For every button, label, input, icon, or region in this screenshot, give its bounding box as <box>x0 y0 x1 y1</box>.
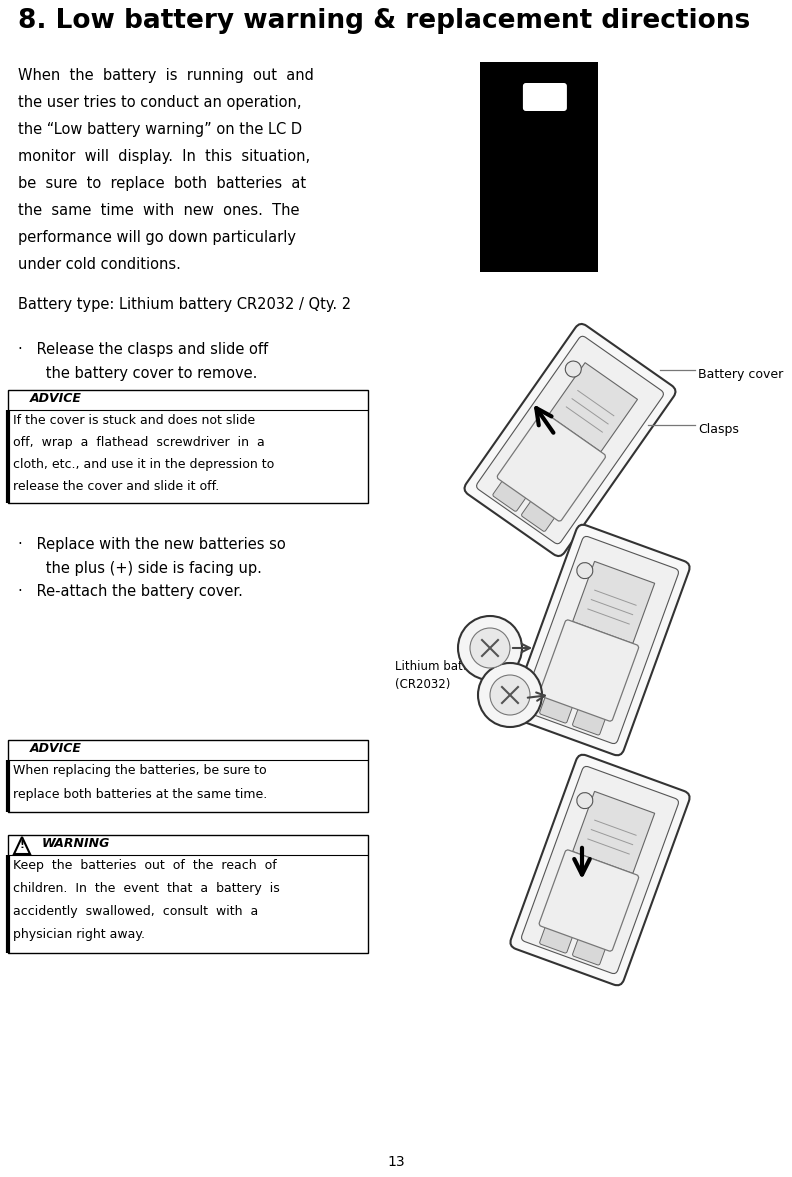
Text: off,  wrap  a  flathead  screwdriver  in  a: off, wrap a flathead screwdriver in a <box>13 435 265 448</box>
Circle shape <box>478 663 542 727</box>
Polygon shape <box>14 837 30 855</box>
Text: physician right away.: physician right away. <box>13 927 145 940</box>
Text: 8. Low battery warning & replacement directions: 8. Low battery warning & replacement dir… <box>18 8 750 34</box>
Text: Battery cover: Battery cover <box>698 368 783 381</box>
FancyBboxPatch shape <box>539 620 638 722</box>
FancyBboxPatch shape <box>497 412 606 521</box>
FancyBboxPatch shape <box>493 480 526 511</box>
Text: If the cover is stuck and does not slide: If the cover is stuck and does not slide <box>13 414 255 427</box>
Text: (CR2032): (CR2032) <box>395 678 451 691</box>
Text: When  the  battery  is  running  out  and: When the battery is running out and <box>18 68 314 84</box>
FancyBboxPatch shape <box>573 709 605 734</box>
FancyBboxPatch shape <box>8 834 368 953</box>
Text: When replacing the batteries, be sure to: When replacing the batteries, be sure to <box>13 764 267 777</box>
Text: children.  In  the  event  that  a  battery  is: children. In the event that a battery is <box>13 882 280 895</box>
Text: 13: 13 <box>387 1155 405 1169</box>
Circle shape <box>577 563 593 579</box>
Text: ·   Replace with the new batteries so: · Replace with the new batteries so <box>18 537 286 552</box>
FancyBboxPatch shape <box>539 850 638 951</box>
Text: replace both batteries at the same time.: replace both batteries at the same time. <box>13 787 267 802</box>
Text: ADVICE: ADVICE <box>30 392 82 405</box>
FancyBboxPatch shape <box>523 84 567 111</box>
FancyBboxPatch shape <box>477 337 664 544</box>
FancyBboxPatch shape <box>510 525 690 756</box>
FancyBboxPatch shape <box>464 324 676 556</box>
Text: the user tries to conduct an operation,: the user tries to conduct an operation, <box>18 95 302 109</box>
Circle shape <box>470 629 510 669</box>
Text: Lithium battery: Lithium battery <box>395 660 487 673</box>
Circle shape <box>490 674 530 714</box>
Circle shape <box>458 616 522 680</box>
FancyBboxPatch shape <box>573 561 655 644</box>
FancyBboxPatch shape <box>521 537 679 744</box>
Text: Clasps: Clasps <box>698 423 739 435</box>
Text: ·   Re-attach the battery cover.: · Re-attach the battery cover. <box>18 584 243 599</box>
FancyBboxPatch shape <box>8 390 368 503</box>
Text: ADVICE: ADVICE <box>30 742 82 754</box>
FancyBboxPatch shape <box>480 62 598 272</box>
Circle shape <box>565 361 581 377</box>
FancyBboxPatch shape <box>548 363 638 452</box>
FancyBboxPatch shape <box>539 697 573 723</box>
Text: monitor  will  display.  In  this  situation,: monitor will display. In this situation, <box>18 149 310 164</box>
Text: the battery cover to remove.: the battery cover to remove. <box>18 366 257 381</box>
Text: the  same  time  with  new  ones.  The: the same time with new ones. The <box>18 202 299 218</box>
Text: ·   Release the clasps and slide off: · Release the clasps and slide off <box>18 343 268 357</box>
Text: the “Low battery warning” on the LC D: the “Low battery warning” on the LC D <box>18 122 302 137</box>
Text: be  sure  to  replace  both  batteries  at: be sure to replace both batteries at <box>18 177 307 191</box>
FancyBboxPatch shape <box>8 740 368 812</box>
FancyBboxPatch shape <box>573 791 655 873</box>
Text: WARNING: WARNING <box>42 837 110 850</box>
FancyBboxPatch shape <box>539 926 573 953</box>
Text: release the cover and slide it off.: release the cover and slide it off. <box>13 480 219 493</box>
Text: cloth, etc., and use it in the depression to: cloth, etc., and use it in the depressio… <box>13 458 274 471</box>
Text: under cold conditions.: under cold conditions. <box>18 257 181 272</box>
FancyBboxPatch shape <box>510 754 690 985</box>
Text: !: ! <box>20 840 25 850</box>
Text: Battery type: Lithium battery CR2032 / Qty. 2: Battery type: Lithium battery CR2032 / Q… <box>18 297 351 312</box>
Text: Keep  the  batteries  out  of  the  reach  of: Keep the batteries out of the reach of <box>13 859 276 872</box>
Circle shape <box>577 792 593 809</box>
Text: accidently  swallowed,  consult  with  a: accidently swallowed, consult with a <box>13 905 258 918</box>
FancyBboxPatch shape <box>521 500 555 531</box>
Text: performance will go down particularly: performance will go down particularly <box>18 230 296 245</box>
FancyBboxPatch shape <box>573 938 605 965</box>
FancyBboxPatch shape <box>521 766 679 973</box>
Text: the plus (+) side is facing up.: the plus (+) side is facing up. <box>18 561 262 576</box>
